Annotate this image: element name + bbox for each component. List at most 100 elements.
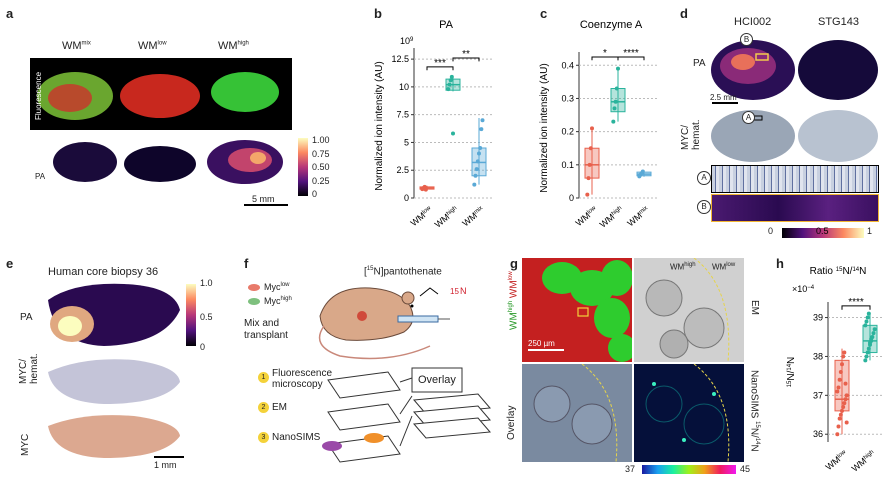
fluorescence-image [30, 58, 292, 130]
box [584, 147, 600, 179]
col-label-wm-mix: WMmix [62, 40, 91, 52]
scale-bar-d [712, 102, 738, 104]
fluorescence-g [522, 258, 636, 362]
data-point [869, 336, 874, 341]
panel-label-b: b [374, 6, 382, 21]
step-1-badge: 1 [258, 372, 269, 383]
data-point [863, 358, 868, 363]
data-point [451, 131, 455, 136]
workflow-slides [322, 367, 492, 463]
data-point [838, 370, 843, 374]
data-point [840, 408, 844, 413]
step-3-badge: 3 [258, 432, 269, 443]
scale-bar-e-label: 1 mm [154, 460, 177, 470]
colorbar-e-tick-top: 1.0 [200, 278, 213, 288]
colorbar-d-tick-mid: 0.5 [816, 226, 829, 236]
data-point [837, 377, 842, 382]
chart-b-exponent: 109 [400, 36, 414, 46]
colorbar-e-tick-mid: 0.5 [200, 312, 213, 322]
data-point [842, 350, 847, 355]
sig-label: *** [434, 58, 446, 69]
data-point [448, 78, 453, 83]
data-point [866, 311, 871, 316]
cell-low-icon [248, 284, 260, 291]
y-tick-label: 39 [813, 313, 823, 323]
sample-hci002: HCI002 [734, 16, 772, 28]
x-tick-label: WMlow [409, 204, 435, 228]
panel-label-d: d [680, 6, 688, 21]
myc-e [44, 410, 184, 464]
myc-hemat-e [44, 354, 184, 408]
sig-label: ** [462, 49, 470, 60]
sig-bracket [617, 56, 645, 61]
data-point [612, 106, 617, 111]
svg-text:15: 15 [450, 287, 459, 296]
colorbar-g-tick-max: 45 [740, 464, 751, 474]
scale-bar-e [154, 456, 184, 458]
colorbar-a-ticks: 1.00 0.75 0.50 0.25 0 [312, 135, 330, 199]
em-image [634, 257, 744, 363]
data-point [590, 126, 594, 131]
y-tick-label: 38 [813, 351, 823, 361]
em-label: EM [749, 300, 760, 315]
sig-label: * [603, 48, 607, 59]
data-point [868, 340, 872, 345]
mix-transplant-label: Mix and transplant [244, 318, 288, 341]
colorbar-e [186, 284, 196, 346]
data-point [837, 416, 842, 421]
data-point [835, 389, 840, 394]
scale-bar-g-label: 250 µm [528, 339, 555, 348]
data-point [479, 127, 484, 132]
mouse-syringe-illustration: 15 N [318, 286, 467, 360]
overlay-g [522, 363, 632, 463]
y-tick-label: 2.5 [396, 165, 409, 175]
data-point [836, 385, 841, 390]
nanosims-label: NanoSIMS 15N/14N [748, 370, 760, 452]
nanosims-image [634, 363, 744, 463]
em-wm-low: WMlow [712, 262, 736, 272]
overlay-label-f: Overlay [418, 374, 456, 386]
y-tick-label: 37 [813, 390, 823, 400]
row-label-pa-e: PA [20, 312, 33, 323]
chart-h-title: Ratio 15N/14N [810, 266, 867, 277]
data-point [614, 86, 619, 91]
data-point [841, 354, 846, 359]
colorbar-g-tick-min: 37 [625, 464, 636, 474]
y-tick-label: 0 [569, 193, 574, 203]
y-tick-label: 0 [404, 193, 409, 203]
data-point [836, 424, 841, 429]
y-tick-label: 36 [813, 429, 823, 439]
callout-b-circle: B [740, 33, 753, 46]
chart-h-ylabel: 15N/14N [786, 357, 797, 388]
data-point [446, 87, 451, 92]
svg-text:N: N [460, 286, 467, 296]
data-point [640, 169, 645, 174]
x-tick-label: WMmix [460, 204, 486, 228]
col-label-wm-high: WMhigh [218, 40, 249, 52]
box [834, 359, 850, 412]
data-point [844, 393, 849, 398]
chart-b-title: PA [439, 19, 454, 31]
data-point [865, 315, 870, 320]
x-tick-label: WMhigh [433, 204, 460, 229]
panel-label-h: h [776, 256, 784, 271]
data-point [841, 405, 846, 409]
step-2-label: EM [272, 402, 287, 413]
chart-c-ylabel: Normalized ion intensity (AU) [539, 63, 550, 193]
sig-label: **** [848, 297, 864, 308]
scale-bar-a-label: 5 mm [252, 194, 275, 204]
y-tick-label: 10 [399, 82, 409, 92]
x-tick-label: WMlow [574, 204, 600, 228]
data-point [842, 401, 847, 406]
data-point [588, 146, 593, 151]
step-3-label: NanoSIMS [272, 432, 321, 443]
panel-label-c: c [540, 6, 548, 21]
scale-bar-d-label: 2.5 mm [710, 93, 737, 102]
row-label-myc-d: MYC/ hemat. [680, 119, 702, 150]
zoom-b-label: B [697, 200, 711, 214]
y-tick-label: 5 [404, 137, 409, 147]
sig-bracket [426, 66, 454, 71]
data-point [843, 397, 848, 402]
colorbar-d-tick-1: 1 [867, 226, 873, 236]
